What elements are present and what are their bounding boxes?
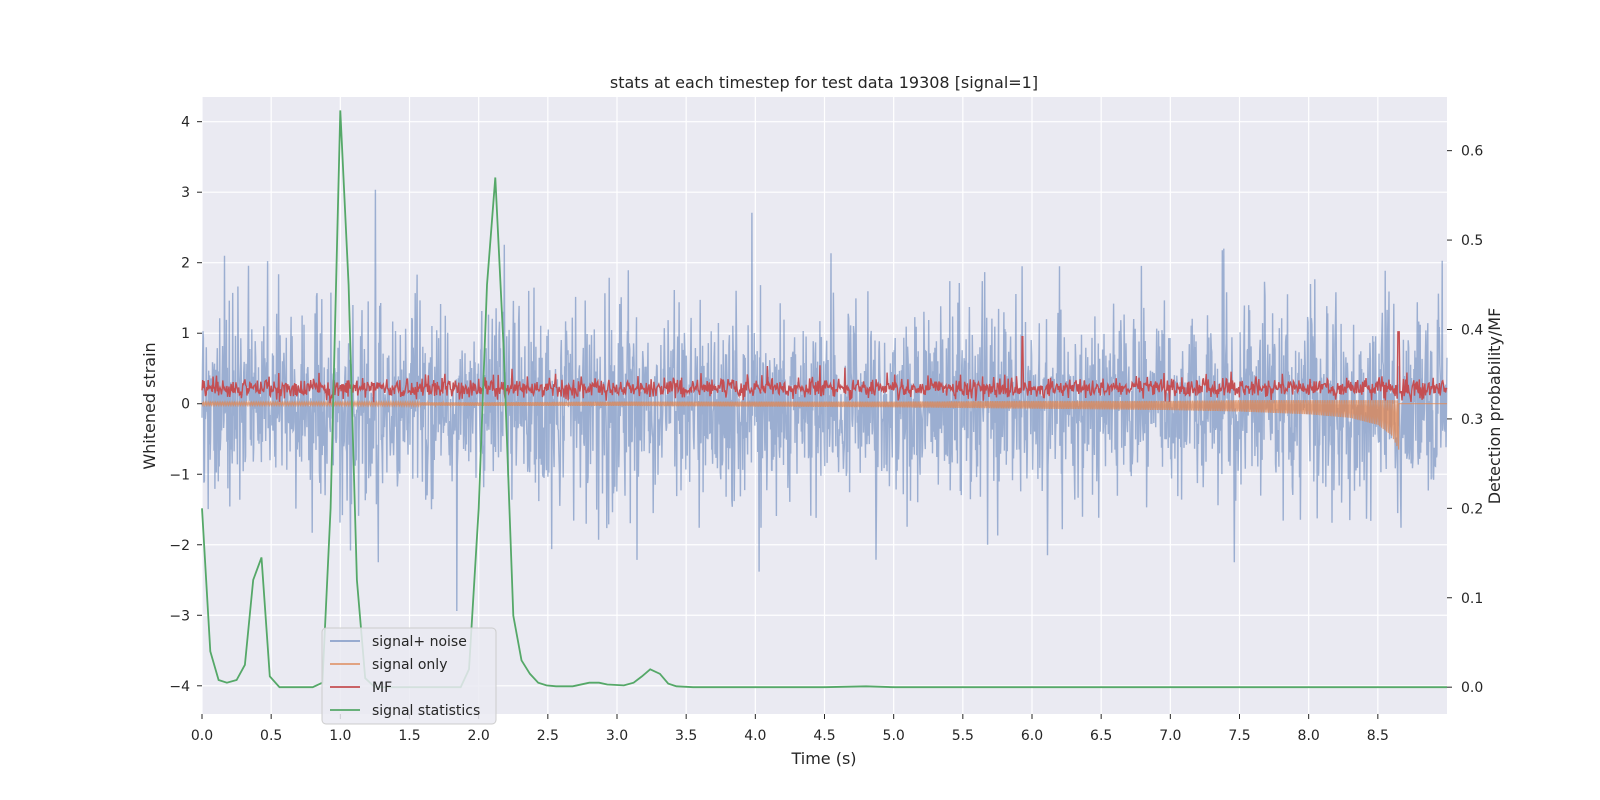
x-tick-label: 0.0 (191, 728, 213, 744)
series-signal-statistics-line (201, 110, 1447, 689)
series-signal-only-line (201, 399, 1447, 450)
y2-tick-label: 0.5 (1461, 233, 1483, 249)
y-tick-label: 0 (181, 397, 190, 413)
x-tick-label: 7.5 (1228, 728, 1250, 744)
y2-tick-label: 0.1 (1461, 591, 1483, 607)
x-tick-label: 4.5 (813, 728, 835, 744)
y2-tick-label: 0.4 (1461, 322, 1483, 338)
y-tick-label: 2 (181, 256, 190, 272)
y2-tick-label: 0.2 (1461, 501, 1483, 517)
x-tick-label: 5.5 (952, 728, 974, 744)
x-tick-label: 6.0 (1021, 728, 1043, 744)
legend-label: MF (372, 680, 392, 696)
y-tick-label: −1 (169, 467, 190, 483)
legend-label: signal only (372, 657, 447, 673)
x-tick-label: 6.5 (1090, 728, 1112, 744)
y-tick-label: 4 (181, 115, 190, 131)
x-tick-label: 1.5 (398, 728, 420, 744)
legend-label: signal+ noise (372, 634, 467, 650)
legend-box (321, 627, 497, 725)
x-tick-label: 5.0 (883, 728, 905, 744)
x-tick-label: 4.0 (744, 728, 766, 744)
y2-axis-title: Detection probability/MF (1485, 308, 1504, 505)
x-tick-label: 3.0 (606, 728, 628, 744)
y-tick-label: −2 (169, 538, 190, 554)
x-tick-label: 0.5 (260, 728, 282, 744)
series-signal-noise-line (201, 189, 1448, 612)
x-tick-label: 7.0 (1159, 728, 1181, 744)
x-tick-label: 2.5 (537, 728, 559, 744)
y2-tick-label: 0.0 (1461, 680, 1483, 696)
y2-tick-label: 0.3 (1461, 412, 1483, 428)
x-tick-label: 8.0 (1298, 728, 1320, 744)
y-tick-label: 3 (181, 185, 190, 201)
legend: signal+ noise signal only MF signal statist… (321, 627, 497, 725)
x-tick-label: 3.5 (675, 728, 697, 744)
axes: 0.0 0.5 1.0 1.5 2.0 2.5 3.0 3.5 4.0 4.5 5.0 5.5 6.0 6… (169, 115, 1483, 744)
y-tick-label: −3 (169, 608, 190, 624)
y2-tick-label: 0.6 (1461, 144, 1483, 160)
x-tick-label: 2.0 (468, 728, 490, 744)
y-tick-label: −4 (169, 679, 190, 695)
x-tick-label: 1.0 (329, 728, 351, 744)
series-layer (201, 110, 1448, 689)
legend-label: signal statistics (372, 703, 480, 719)
x-tick-label: 8.5 (1367, 728, 1389, 744)
x-axis-title: Time (s) (790, 749, 856, 768)
y-axis-title: Whitened strain (140, 342, 159, 469)
series-mf-line (201, 331, 1448, 404)
chart-title: stats at each timestep for test data 193… (610, 73, 1038, 92)
y-tick-label: 1 (181, 326, 190, 342)
